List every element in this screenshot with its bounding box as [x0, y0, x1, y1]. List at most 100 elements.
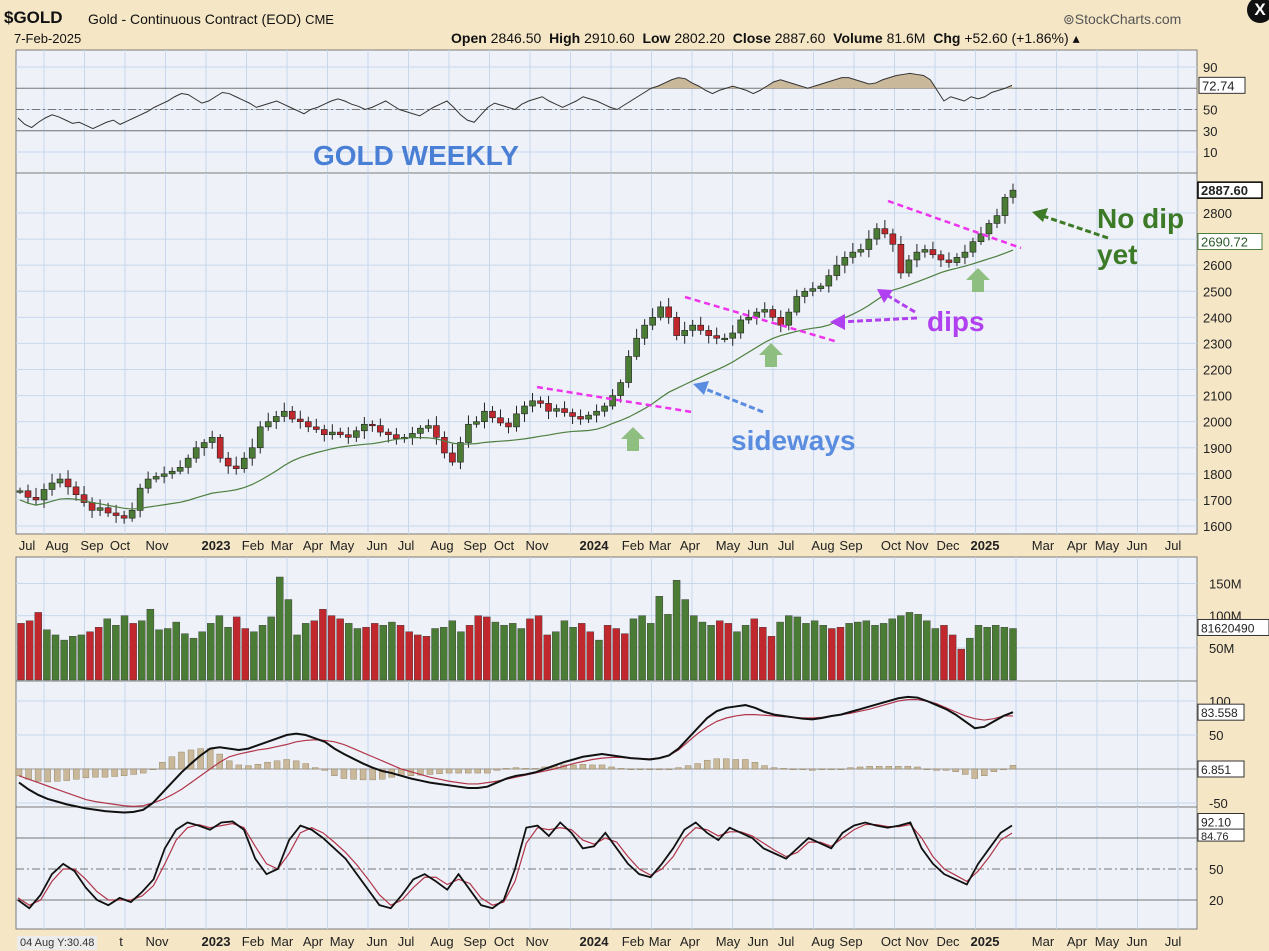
stockcharts-logo[interactable]: ⊚StockCharts.com — [1063, 11, 1182, 27]
volume-bar — [457, 631, 465, 681]
volume-bar — [854, 621, 862, 681]
candle-body — [921, 249, 929, 253]
price-value-box — [1197, 181, 1263, 199]
macd-histogram-bar — [971, 768, 978, 779]
macd-histogram-bar — [789, 768, 797, 771]
candle-body — [184, 457, 192, 468]
candle-body — [481, 410, 488, 422]
macd-histogram-bar — [866, 766, 873, 770]
x-axis-label: 2023 — [202, 538, 231, 553]
candle-body — [465, 423, 472, 443]
x-axis-label-bottom: Jul — [1165, 934, 1182, 949]
volume-bar — [931, 628, 940, 681]
candle-body — [216, 437, 224, 459]
candle-body — [673, 317, 680, 336]
macd-histogram-bar — [742, 759, 749, 770]
candle-body — [513, 413, 520, 428]
macd-histogram-bar — [426, 768, 434, 775]
macd-histogram-bar — [675, 767, 682, 770]
volume-bar — [138, 620, 146, 681]
candle-body — [296, 418, 304, 422]
macd-histogram-bar — [273, 760, 281, 770]
macd-histogram-bar — [331, 768, 338, 776]
macd-histogram-bar — [589, 764, 596, 770]
x-axis-label-bottom: Mar — [1032, 934, 1055, 949]
volume-bar — [77, 634, 86, 681]
candle-body — [337, 431, 344, 436]
macd-histogram-bar — [111, 768, 118, 777]
x-axis-label: May — [1095, 538, 1120, 553]
x-axis-label: May — [330, 538, 355, 553]
close-button[interactable]: X — [1247, 0, 1269, 23]
candle-body — [32, 497, 40, 501]
macd-histogram-bar — [703, 759, 711, 770]
no-dip-arrow — [1039, 213, 1109, 240]
candle-body — [617, 382, 624, 396]
caret-up-icon[interactable]: ▴ — [1072, 30, 1080, 46]
volume-bar — [345, 623, 353, 681]
x-axis-label: Apr — [1067, 538, 1088, 553]
x-axis-label: Jul — [778, 538, 795, 553]
rsi-tick-label: 30 — [1203, 124, 1217, 139]
candle-body — [913, 251, 921, 261]
macd-histogram-bar — [637, 768, 644, 771]
macd-histogram-bar — [646, 768, 654, 771]
macd-histogram-bar — [962, 768, 969, 775]
candle-body — [409, 433, 416, 438]
x-axis-label: Apr — [303, 538, 324, 553]
candle-body — [1009, 189, 1017, 198]
macd-histogram-bar — [751, 762, 759, 770]
volume-bar — [146, 608, 155, 681]
macd-histogram-bar — [359, 768, 367, 781]
macd-value-box — [1197, 703, 1245, 721]
x-axis-label: May — [716, 538, 741, 553]
moving-average-line — [19, 249, 1014, 510]
low-value: 2802.20 — [674, 30, 725, 46]
candle-body — [200, 442, 208, 449]
candle-body — [168, 470, 176, 475]
candle-body — [361, 423, 368, 432]
macd-histogram-bar — [417, 768, 424, 776]
macd-histogram-bar — [82, 768, 90, 779]
rsi-last-value: 72.74 — [1202, 78, 1235, 93]
candle-body — [136, 487, 144, 511]
price-tick-label: 1700 — [1203, 493, 1232, 508]
volume-bar — [439, 627, 448, 681]
candle-body — [889, 233, 897, 245]
macd-histogram-bar — [63, 768, 70, 781]
close-value: 2887.60 — [774, 30, 826, 46]
candle-body — [857, 249, 865, 253]
dips-arrow-1 — [839, 316, 918, 324]
symbol-label: $GOLD — [4, 8, 63, 27]
volume-bar — [155, 629, 163, 681]
macd-histogram-bar — [761, 765, 768, 770]
volume-bar — [879, 623, 888, 681]
x-axis-label-bottom: Aug — [811, 934, 834, 949]
volume-bar — [621, 633, 629, 681]
volume-bar — [629, 618, 638, 681]
candle-body — [553, 408, 560, 412]
price-tick-label: 2300 — [1203, 336, 1232, 351]
x-axis-label-bottom: Feb — [622, 934, 644, 949]
volume-bar — [448, 620, 457, 681]
volume-bar — [767, 636, 776, 681]
macd-histogram-bar — [445, 768, 453, 774]
volume-bar — [828, 628, 836, 681]
volume-bar — [232, 616, 241, 681]
volume-bar — [189, 637, 198, 681]
x-axis-label: Oct — [881, 538, 902, 553]
candle-body — [569, 412, 576, 417]
rsi-overbought-fill — [18, 73, 1012, 89]
volume-bar — [224, 627, 232, 681]
volume-bar — [845, 623, 853, 681]
candle-body — [529, 400, 536, 407]
volume-bar — [672, 580, 681, 681]
volume-tick-label: 150M — [1209, 576, 1242, 591]
volume-bar — [215, 615, 224, 681]
macd-histogram-bar — [656, 768, 663, 771]
volume-bar — [1009, 628, 1017, 681]
no-dip-label: No dip — [1097, 203, 1184, 234]
volume-bar — [517, 628, 526, 681]
candle-body — [497, 417, 504, 424]
candle-body — [345, 434, 352, 438]
